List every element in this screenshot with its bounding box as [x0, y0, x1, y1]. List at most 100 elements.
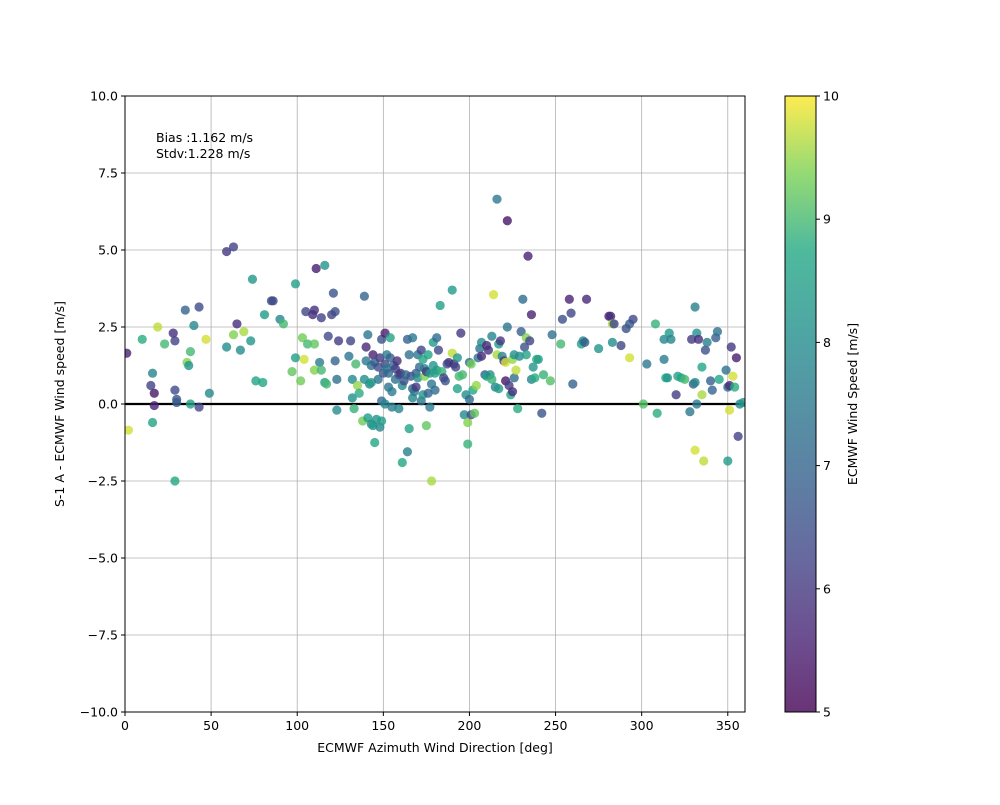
- data-point: [625, 353, 635, 363]
- colorbar-tick-label: 6: [823, 581, 831, 596]
- data-point: [502, 322, 512, 332]
- data-point: [456, 328, 466, 338]
- x-tick-label: 0: [121, 718, 129, 733]
- data-point: [301, 307, 311, 317]
- data-point: [375, 353, 385, 363]
- data-point: [146, 380, 156, 391]
- data-point: [309, 339, 320, 349]
- data-point: [228, 242, 239, 252]
- y-axis-label: S-1 A - ECMWF Wind speed [m/s]: [52, 301, 67, 507]
- data-point: [525, 336, 535, 346]
- data-point: [328, 288, 338, 298]
- x-tick-label: 200: [458, 718, 482, 733]
- data-point: [387, 402, 397, 412]
- data-point: [147, 417, 158, 428]
- data-point: [521, 350, 531, 360]
- data-point: [349, 404, 359, 414]
- data-point: [194, 402, 204, 412]
- data-point: [316, 365, 326, 375]
- data-point: [700, 345, 710, 355]
- data-point: [251, 376, 261, 386]
- data-point: [690, 377, 700, 388]
- data-point: [170, 476, 180, 486]
- data-point: [332, 405, 342, 415]
- data-point: [258, 377, 268, 388]
- data-point: [373, 374, 383, 384]
- bias-annotation: Bias :1.162 m/s: [156, 130, 253, 145]
- data-point: [153, 322, 163, 332]
- data-point: [580, 337, 590, 347]
- data-point: [268, 296, 278, 306]
- data-point: [526, 310, 537, 320]
- data-point: [726, 342, 736, 352]
- data-point: [714, 374, 724, 384]
- data-point: [421, 420, 431, 431]
- data-point: [699, 456, 709, 466]
- data-point: [413, 373, 423, 383]
- y-ticks: −10.0 −7.5 −5.0 −2.5 0.0 2.5 5.0 7.5 10.0: [80, 89, 125, 720]
- data-point: [433, 345, 444, 355]
- y-tick-label: 0.0: [98, 397, 118, 412]
- data-point: [387, 387, 397, 397]
- data-point: [685, 407, 695, 417]
- data-point: [172, 397, 182, 408]
- data-point: [690, 302, 700, 312]
- data-point: [247, 274, 258, 284]
- data-point: [235, 345, 245, 355]
- x-tick-label: 350: [716, 718, 740, 733]
- data-point: [377, 416, 387, 426]
- data-point: [607, 337, 617, 347]
- data-point: [299, 354, 309, 364]
- data-point: [385, 353, 395, 363]
- data-point: [728, 371, 738, 381]
- data-point: [408, 333, 418, 343]
- data-point: [733, 431, 743, 441]
- data-point: [330, 356, 340, 366]
- data-point: [519, 342, 530, 352]
- data-point: [680, 374, 690, 384]
- data-point: [466, 359, 476, 369]
- data-point: [149, 400, 159, 411]
- data-point: [394, 404, 404, 414]
- data-point: [606, 311, 616, 321]
- y-tick-label: −2.5: [88, 474, 118, 489]
- data-point: [545, 376, 555, 386]
- x-ticks: 0 50 100 150 200 250 300 350: [121, 712, 740, 733]
- data-point: [297, 333, 307, 343]
- data-point: [707, 385, 717, 395]
- data-point: [463, 417, 473, 428]
- data-point: [287, 367, 297, 377]
- data-point: [368, 350, 378, 360]
- data-point: [564, 294, 574, 304]
- data-point: [642, 359, 652, 369]
- data-point: [423, 388, 433, 398]
- y-tick-label: 10.0: [90, 89, 118, 104]
- data-point: [228, 330, 239, 340]
- data-point: [671, 390, 681, 400]
- data-point: [537, 408, 547, 418]
- data-point: [347, 393, 357, 403]
- data-point: [411, 382, 421, 392]
- data-point: [488, 290, 499, 300]
- data-point: [616, 340, 626, 351]
- data-point: [416, 345, 426, 355]
- data-point: [344, 351, 354, 361]
- data-point: [594, 343, 604, 354]
- x-tick-label: 50: [203, 718, 219, 733]
- data-point: [170, 336, 180, 346]
- data-point: [189, 320, 199, 331]
- x-tick-label: 250: [544, 718, 568, 733]
- data-point: [392, 356, 402, 366]
- data-point: [609, 319, 619, 329]
- data-point: [352, 380, 363, 391]
- data-points: [125, 194, 745, 486]
- data-point: [346, 336, 356, 346]
- data-point: [425, 402, 435, 412]
- data-point: [566, 308, 576, 318]
- data-point: [697, 362, 707, 372]
- data-point: [487, 374, 497, 384]
- data-point: [204, 388, 214, 398]
- data-point: [659, 354, 669, 364]
- colorbar-tick-label: 9: [823, 212, 831, 227]
